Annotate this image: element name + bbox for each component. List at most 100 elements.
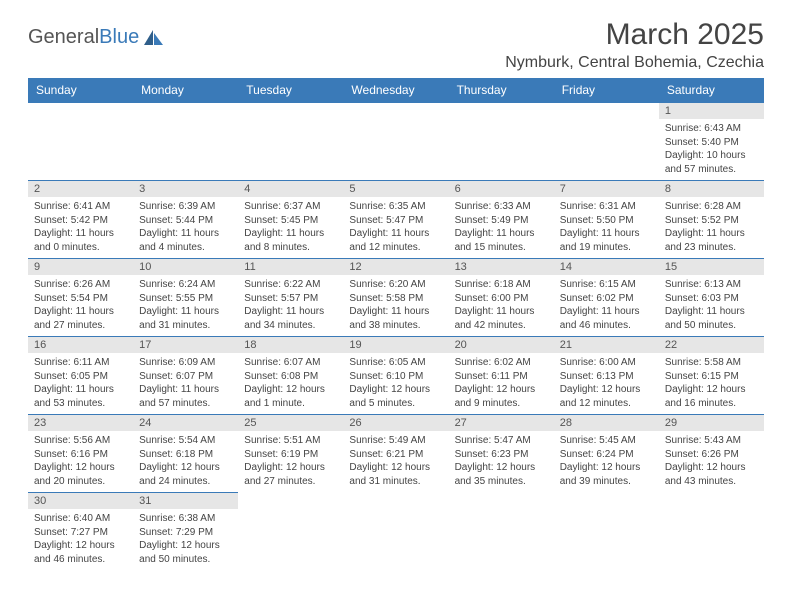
day-number: 3 — [133, 181, 238, 197]
calendar-day-cell: 8Sunrise: 6:28 AMSunset: 5:52 PMDaylight… — [659, 181, 764, 259]
weekday-header: Monday — [133, 78, 238, 103]
day-details: Sunrise: 6:20 AMSunset: 5:58 PMDaylight:… — [343, 275, 448, 336]
day-number: 28 — [554, 415, 659, 431]
sunset-text: Sunset: 6:07 PM — [139, 370, 232, 384]
sunset-text: Sunset: 5:44 PM — [139, 214, 232, 228]
day-details: Sunrise: 5:54 AMSunset: 6:18 PMDaylight:… — [133, 431, 238, 492]
day-number: 8 — [659, 181, 764, 197]
calendar-day-cell: 24Sunrise: 5:54 AMSunset: 6:18 PMDayligh… — [133, 415, 238, 493]
sunrise-text: Sunrise: 5:51 AM — [244, 434, 337, 448]
daylight-text: Daylight: 12 hours and 50 minutes. — [139, 539, 232, 566]
sunset-text: Sunset: 5:42 PM — [34, 214, 127, 228]
sunset-text: Sunset: 6:18 PM — [139, 448, 232, 462]
day-number: 13 — [449, 259, 554, 275]
daylight-text: Daylight: 12 hours and 43 minutes. — [665, 461, 758, 488]
sunset-text: Sunset: 5:52 PM — [665, 214, 758, 228]
calendar-day-cell: 14Sunrise: 6:15 AMSunset: 6:02 PMDayligh… — [554, 259, 659, 337]
weekday-header: Thursday — [449, 78, 554, 103]
day-number: 31 — [133, 493, 238, 509]
sunset-text: Sunset: 5:47 PM — [349, 214, 442, 228]
calendar-day-cell — [449, 493, 554, 571]
sunrise-text: Sunrise: 6:33 AM — [455, 200, 548, 214]
calendar-day-cell: 26Sunrise: 5:49 AMSunset: 6:21 PMDayligh… — [343, 415, 448, 493]
sunrise-text: Sunrise: 6:26 AM — [34, 278, 127, 292]
calendar-day-cell: 20Sunrise: 6:02 AMSunset: 6:11 PMDayligh… — [449, 337, 554, 415]
day-details: Sunrise: 6:24 AMSunset: 5:55 PMDaylight:… — [133, 275, 238, 336]
daylight-text: Daylight: 11 hours and 0 minutes. — [34, 227, 127, 254]
title-block: March 2025 Nymburk, Central Bohemia, Cze… — [505, 18, 764, 72]
day-number: 24 — [133, 415, 238, 431]
calendar-day-cell: 17Sunrise: 6:09 AMSunset: 6:07 PMDayligh… — [133, 337, 238, 415]
weekday-header: Saturday — [659, 78, 764, 103]
daylight-text: Daylight: 11 hours and 4 minutes. — [139, 227, 232, 254]
sunrise-text: Sunrise: 6:39 AM — [139, 200, 232, 214]
daylight-text: Daylight: 12 hours and 1 minute. — [244, 383, 337, 410]
sunrise-text: Sunrise: 6:22 AM — [244, 278, 337, 292]
daylight-text: Daylight: 11 hours and 50 minutes. — [665, 305, 758, 332]
calendar-day-cell: 4Sunrise: 6:37 AMSunset: 5:45 PMDaylight… — [238, 181, 343, 259]
day-number: 23 — [28, 415, 133, 431]
sunset-text: Sunset: 5:55 PM — [139, 292, 232, 306]
sunset-text: Sunset: 6:21 PM — [349, 448, 442, 462]
sunset-text: Sunset: 7:27 PM — [34, 526, 127, 540]
calendar-day-cell — [28, 103, 133, 181]
calendar-day-cell — [133, 103, 238, 181]
weekday-header: Tuesday — [238, 78, 343, 103]
sunrise-text: Sunrise: 6:31 AM — [560, 200, 653, 214]
daylight-text: Daylight: 12 hours and 35 minutes. — [455, 461, 548, 488]
sunset-text: Sunset: 6:00 PM — [455, 292, 548, 306]
sunrise-text: Sunrise: 6:13 AM — [665, 278, 758, 292]
day-number: 19 — [343, 337, 448, 353]
sunrise-text: Sunrise: 6:07 AM — [244, 356, 337, 370]
day-details: Sunrise: 6:05 AMSunset: 6:10 PMDaylight:… — [343, 353, 448, 414]
day-details: Sunrise: 6:13 AMSunset: 6:03 PMDaylight:… — [659, 275, 764, 336]
sunrise-text: Sunrise: 6:40 AM — [34, 512, 127, 526]
calendar-day-cell: 1Sunrise: 6:43 AMSunset: 5:40 PMDaylight… — [659, 103, 764, 181]
sunrise-text: Sunrise: 5:49 AM — [349, 434, 442, 448]
sunrise-text: Sunrise: 5:43 AM — [665, 434, 758, 448]
daylight-text: Daylight: 12 hours and 5 minutes. — [349, 383, 442, 410]
sunset-text: Sunset: 5:54 PM — [34, 292, 127, 306]
daylight-text: Daylight: 11 hours and 46 minutes. — [560, 305, 653, 332]
sunset-text: Sunset: 6:08 PM — [244, 370, 337, 384]
calendar-day-cell: 23Sunrise: 5:56 AMSunset: 6:16 PMDayligh… — [28, 415, 133, 493]
sunrise-text: Sunrise: 6:00 AM — [560, 356, 653, 370]
day-details: Sunrise: 5:43 AMSunset: 6:26 PMDaylight:… — [659, 431, 764, 492]
daylight-text: Daylight: 11 hours and 31 minutes. — [139, 305, 232, 332]
calendar-day-cell: 16Sunrise: 6:11 AMSunset: 6:05 PMDayligh… — [28, 337, 133, 415]
day-details: Sunrise: 6:37 AMSunset: 5:45 PMDaylight:… — [238, 197, 343, 258]
daylight-text: Daylight: 12 hours and 39 minutes. — [560, 461, 653, 488]
sunrise-text: Sunrise: 6:41 AM — [34, 200, 127, 214]
day-number: 27 — [449, 415, 554, 431]
day-details: Sunrise: 5:49 AMSunset: 6:21 PMDaylight:… — [343, 431, 448, 492]
day-number: 10 — [133, 259, 238, 275]
sunrise-text: Sunrise: 5:54 AM — [139, 434, 232, 448]
calendar-day-cell: 6Sunrise: 6:33 AMSunset: 5:49 PMDaylight… — [449, 181, 554, 259]
calendar-day-cell: 15Sunrise: 6:13 AMSunset: 6:03 PMDayligh… — [659, 259, 764, 337]
day-number: 26 — [343, 415, 448, 431]
day-number: 17 — [133, 337, 238, 353]
day-details: Sunrise: 6:38 AMSunset: 7:29 PMDaylight:… — [133, 509, 238, 570]
calendar-day-cell: 11Sunrise: 6:22 AMSunset: 5:57 PMDayligh… — [238, 259, 343, 337]
daylight-text: Daylight: 12 hours and 16 minutes. — [665, 383, 758, 410]
daylight-text: Daylight: 12 hours and 9 minutes. — [455, 383, 548, 410]
day-number: 16 — [28, 337, 133, 353]
calendar-day-cell — [449, 103, 554, 181]
sunset-text: Sunset: 5:45 PM — [244, 214, 337, 228]
day-number: 7 — [554, 181, 659, 197]
sunset-text: Sunset: 6:13 PM — [560, 370, 653, 384]
day-details: Sunrise: 5:58 AMSunset: 6:15 PMDaylight:… — [659, 353, 764, 414]
daylight-text: Daylight: 11 hours and 12 minutes. — [349, 227, 442, 254]
sunrise-text: Sunrise: 5:56 AM — [34, 434, 127, 448]
day-details: Sunrise: 5:56 AMSunset: 6:16 PMDaylight:… — [28, 431, 133, 492]
sunset-text: Sunset: 6:03 PM — [665, 292, 758, 306]
day-details: Sunrise: 6:15 AMSunset: 6:02 PMDaylight:… — [554, 275, 659, 336]
calendar-day-cell: 12Sunrise: 6:20 AMSunset: 5:58 PMDayligh… — [343, 259, 448, 337]
daylight-text: Daylight: 11 hours and 15 minutes. — [455, 227, 548, 254]
calendar-day-cell: 29Sunrise: 5:43 AMSunset: 6:26 PMDayligh… — [659, 415, 764, 493]
day-number: 1 — [659, 103, 764, 119]
daylight-text: Daylight: 11 hours and 42 minutes. — [455, 305, 548, 332]
daylight-text: Daylight: 11 hours and 19 minutes. — [560, 227, 653, 254]
day-details: Sunrise: 5:45 AMSunset: 6:24 PMDaylight:… — [554, 431, 659, 492]
day-number: 4 — [238, 181, 343, 197]
